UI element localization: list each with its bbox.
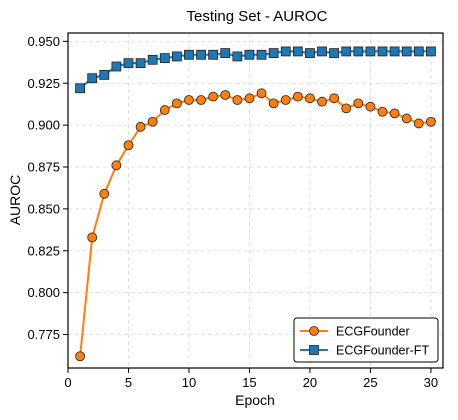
- data-point: [401, 46, 412, 57]
- data-point: [268, 48, 279, 58]
- series-1: [75, 88, 436, 362]
- y-tick-label: 0.825: [27, 243, 60, 258]
- y-tick-label: 0.950: [27, 34, 60, 49]
- data-point: [159, 105, 170, 115]
- x-tick-label: 20: [303, 375, 317, 390]
- data-point: [317, 96, 327, 107]
- axis-ticks: 0 5 10 15 20 25 30 0.775 0.800 0.825 0.850 0.875 0.9…: [27, 34, 438, 390]
- data-point: [196, 49, 206, 60]
- data-point: [305, 48, 315, 58]
- data-point: [99, 69, 110, 80]
- data-point: [329, 93, 340, 104]
- x-tick-label: 10: [182, 375, 196, 390]
- data-point: [244, 49, 255, 60]
- data-point: [232, 51, 243, 62]
- y-axis-title: AUROC: [7, 175, 23, 226]
- x-tick-label: 5: [125, 375, 132, 390]
- data-point: [147, 54, 158, 65]
- y-tick-label: 0.850: [27, 201, 60, 216]
- data-point: [171, 98, 182, 109]
- x-tick-label: 15: [242, 375, 256, 390]
- data-point: [196, 95, 206, 105]
- data-point: [171, 51, 182, 62]
- series-line: [79, 92, 432, 357]
- legend-marker: [309, 326, 319, 336]
- data-point: [87, 232, 98, 243]
- legend-box: [293, 317, 439, 363]
- x-axis-title: Epoch: [235, 392, 275, 408]
- x-tick-label: 30: [424, 375, 438, 390]
- plot-frame: [67, 32, 444, 369]
- data-point: [365, 101, 376, 112]
- series-layer: [75, 46, 436, 362]
- data-point: [341, 46, 352, 57]
- data-point: [87, 73, 98, 84]
- data-point: [111, 61, 122, 72]
- chart-title: Testing Set - AUROC: [187, 8, 328, 25]
- data-point: [135, 58, 146, 69]
- data-point: [317, 46, 327, 57]
- data-point: [75, 351, 85, 362]
- series-2: [75, 46, 436, 94]
- data-point: [208, 91, 219, 102]
- data-point: [220, 48, 231, 58]
- legend-marker: [309, 345, 319, 355]
- data-point: [99, 188, 110, 199]
- data-point: [353, 98, 364, 109]
- data-point: [268, 98, 279, 109]
- y-tick-label: 0.900: [27, 118, 60, 133]
- x-tick-label: 0: [64, 375, 71, 390]
- series-line: [79, 50, 431, 90]
- data-point: [377, 106, 388, 117]
- x-tick-label: 25: [363, 375, 377, 390]
- data-point: [413, 118, 424, 129]
- data-point: [184, 95, 194, 105]
- data-point: [135, 121, 146, 132]
- data-point: [280, 95, 291, 105]
- legend-item: ECGFounder: [300, 325, 410, 339]
- data-point: [159, 53, 170, 64]
- y-tick-label: 0.775: [27, 327, 60, 342]
- data-point: [244, 93, 255, 104]
- data-point: [377, 46, 388, 57]
- data-point: [353, 46, 364, 57]
- legend-label: ECGFounder-FT: [336, 344, 429, 358]
- data-point: [389, 46, 400, 57]
- data-point: [329, 48, 340, 58]
- data-point: [426, 116, 436, 127]
- data-point: [305, 93, 315, 104]
- data-point: [256, 49, 267, 60]
- data-point: [147, 116, 158, 127]
- data-point: [292, 91, 303, 102]
- data-point: [292, 46, 303, 57]
- data-point: [341, 103, 352, 114]
- data-point: [413, 46, 424, 57]
- data-point: [184, 49, 194, 60]
- y-tick-label: 0.800: [27, 285, 60, 300]
- legend-item: ECGFounder-FT: [300, 344, 429, 358]
- data-point: [280, 46, 291, 57]
- y-tick-label: 0.875: [27, 160, 60, 175]
- y-tick-label: 0.925: [27, 76, 60, 91]
- legend-label: ECGFounder: [336, 325, 410, 339]
- data-point: [220, 90, 231, 100]
- data-point: [426, 46, 436, 57]
- data-point: [123, 140, 134, 151]
- data-point: [389, 108, 400, 119]
- data-point: [75, 83, 85, 94]
- data-point: [256, 88, 267, 99]
- data-point: [111, 160, 122, 171]
- data-point: [401, 113, 412, 124]
- data-point: [365, 46, 376, 57]
- data-point: [123, 58, 134, 69]
- data-point: [208, 49, 219, 60]
- legend: ECGFounder ECGFounder-FT: [293, 317, 439, 363]
- data-point: [232, 95, 243, 105]
